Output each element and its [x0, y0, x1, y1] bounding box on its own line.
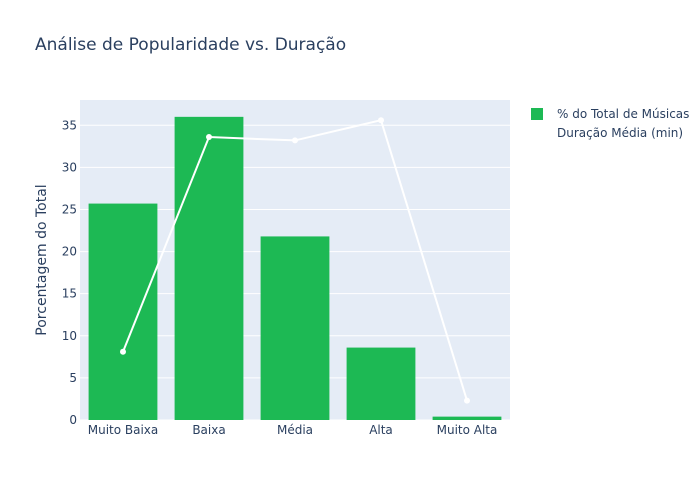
legend-item-bars[interactable]: % do Total de Músicas: [531, 107, 689, 121]
bar-series[interactable]: [88, 116, 502, 420]
x-axis-ticks: Muito Baixa Baixa Média Alta Muito Alta: [88, 423, 498, 437]
bar[interactable]: [346, 347, 416, 420]
y-tick-label: 30: [62, 160, 77, 174]
y-tick-label: 0: [69, 413, 77, 427]
chart-title: Análise de Popularidade vs. Duração: [35, 35, 346, 55]
y-tick-label: 25: [62, 202, 77, 216]
y-tick-label: 10: [62, 329, 77, 343]
x-tick-label: Média: [277, 423, 313, 437]
y-tick-label: 35: [62, 118, 77, 132]
y-tick-label: 15: [62, 287, 77, 301]
legend-label-bars: % do Total de Músicas: [557, 107, 689, 121]
line-point[interactable]: [120, 348, 126, 355]
x-tick-label: Alta: [369, 423, 393, 437]
line-point[interactable]: [464, 397, 470, 404]
line-point[interactable]: [378, 117, 384, 124]
legend-swatch-bars: [531, 108, 543, 120]
y-tick-label: 5: [69, 371, 77, 385]
legend[interactable]: % do Total de Músicas Duração Média (min…: [531, 107, 689, 140]
x-tick-label: Muito Alta: [437, 423, 498, 437]
legend-item-line[interactable]: Duração Média (min): [557, 126, 683, 140]
bar[interactable]: [174, 116, 244, 420]
x-tick-label: Muito Baixa: [88, 423, 159, 437]
line-point[interactable]: [206, 134, 212, 141]
y-tick-label: 20: [62, 245, 77, 259]
legend-label-line: Duração Média (min): [557, 126, 683, 140]
bar[interactable]: [432, 416, 502, 420]
bar[interactable]: [88, 203, 158, 420]
y-axis-ticks: 0 5 10 15 20 25 30 35: [62, 118, 77, 427]
line-series[interactable]: [120, 117, 470, 404]
bar[interactable]: [260, 236, 330, 420]
y-axis-title: Porcentagem do Total: [34, 184, 50, 335]
x-tick-label: Baixa: [192, 423, 225, 437]
line-point[interactable]: [292, 137, 298, 144]
